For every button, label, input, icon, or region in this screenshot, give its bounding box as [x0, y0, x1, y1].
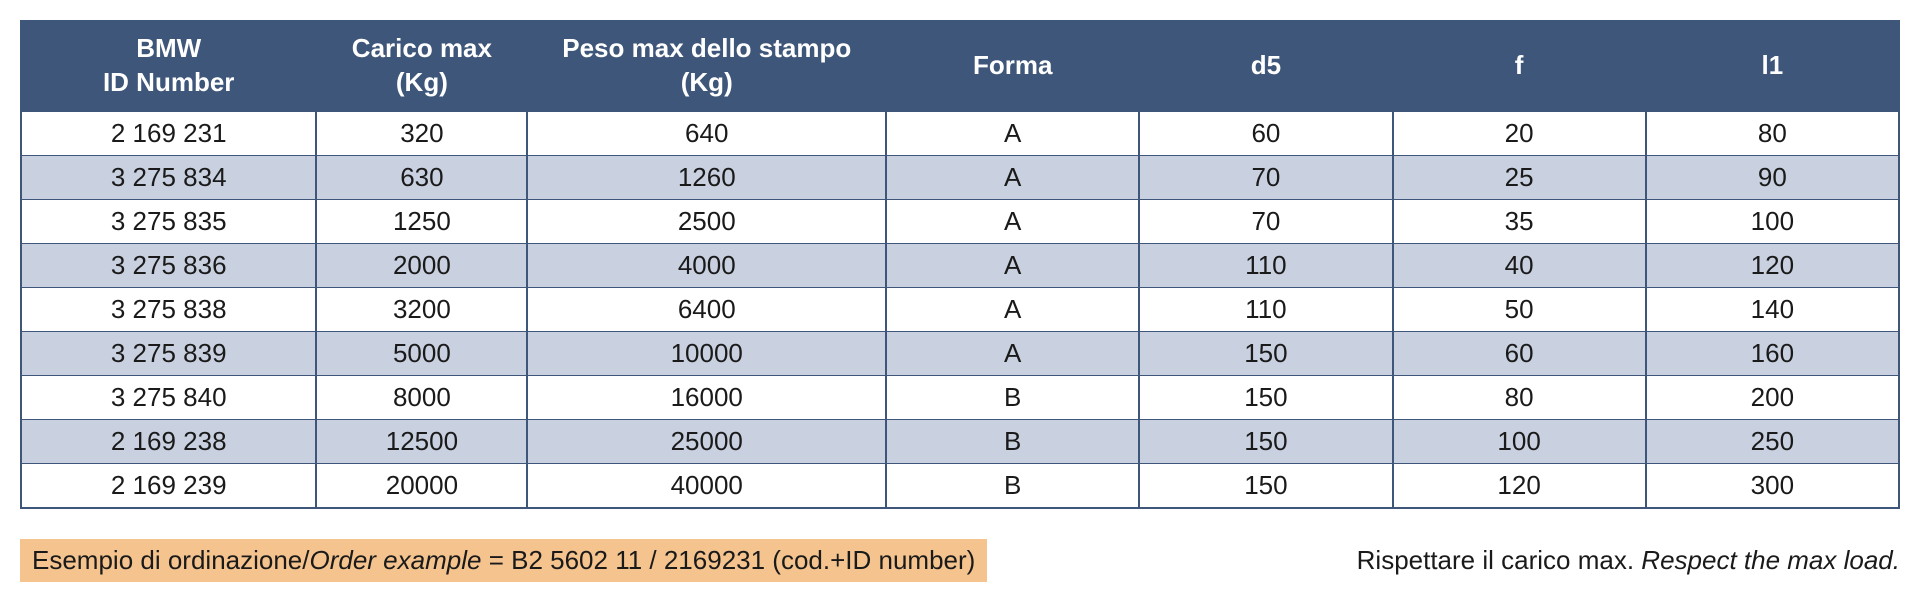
table-cell: 120 — [1646, 243, 1899, 287]
table-cell: 25 — [1393, 155, 1646, 199]
respect-italic: Respect the max load. — [1641, 545, 1900, 575]
table-cell: A — [886, 287, 1139, 331]
table-cell: 300 — [1646, 463, 1899, 508]
table-cell: A — [886, 199, 1139, 243]
table-cell: 2500 — [527, 199, 886, 243]
respect-load-note: Rispettare il carico max. Respect the ma… — [1357, 545, 1900, 576]
table-cell: 4000 — [527, 243, 886, 287]
table-cell: 3 275 840 — [21, 375, 316, 419]
table-cell: 80 — [1393, 375, 1646, 419]
table-cell: 640 — [527, 111, 886, 156]
table-cell: 12500 — [316, 419, 527, 463]
table-cell: 3 275 836 — [21, 243, 316, 287]
table-cell: 50 — [1393, 287, 1646, 331]
table-cell: 3 275 835 — [21, 199, 316, 243]
table-header: BMWID NumberCarico max(Kg)Peso max dello… — [21, 21, 1899, 111]
table-cell: 100 — [1646, 199, 1899, 243]
column-header-3: Forma — [886, 21, 1139, 111]
column-header-0: BMWID Number — [21, 21, 316, 111]
spec-table-container: BMWID NumberCarico max(Kg)Peso max dello… — [20, 20, 1900, 509]
table-cell: 150 — [1139, 419, 1392, 463]
table-cell: 8000 — [316, 375, 527, 419]
table-cell: 150 — [1139, 463, 1392, 508]
table-cell: 40000 — [527, 463, 886, 508]
table-cell: 1260 — [527, 155, 886, 199]
table-cell: 160 — [1646, 331, 1899, 375]
table-cell: 1250 — [316, 199, 527, 243]
table-row: 2 169 2381250025000B150100250 — [21, 419, 1899, 463]
table-row: 3 275 8346301260A702590 — [21, 155, 1899, 199]
table-body: 2 169 231320640A6020803 275 8346301260A7… — [21, 111, 1899, 508]
table-cell: 70 — [1139, 199, 1392, 243]
table-cell: A — [886, 243, 1139, 287]
table-cell: 200 — [1646, 375, 1899, 419]
table-cell: 2 169 239 — [21, 463, 316, 508]
column-header-5: f — [1393, 21, 1646, 111]
table-cell: 120 — [1393, 463, 1646, 508]
table-row: 3 275 83620004000A11040120 — [21, 243, 1899, 287]
table-cell: B — [886, 463, 1139, 508]
respect-prefix: Rispettare il carico max. — [1357, 545, 1642, 575]
table-cell: A — [886, 111, 1139, 156]
table-cell: 2 169 231 — [21, 111, 316, 156]
column-header-2: Peso max dello stampo(Kg) — [527, 21, 886, 111]
table-cell: 110 — [1139, 243, 1392, 287]
table-cell: 3200 — [316, 287, 527, 331]
table-cell: 6400 — [527, 287, 886, 331]
table-cell: 5000 — [316, 331, 527, 375]
table-cell: 20 — [1393, 111, 1646, 156]
table-row: 3 275 83512502500A7035100 — [21, 199, 1899, 243]
table-row: 3 275 839500010000A15060160 — [21, 331, 1899, 375]
table-cell: 3 275 839 — [21, 331, 316, 375]
table-cell: 320 — [316, 111, 527, 156]
table-cell: B — [886, 419, 1139, 463]
table-cell: 3 275 838 — [21, 287, 316, 331]
table-cell: 60 — [1139, 111, 1392, 156]
table-row: 2 169 231320640A602080 — [21, 111, 1899, 156]
order-example-italic: Order example — [310, 545, 482, 575]
order-example-prefix: Esempio di ordinazione/ — [32, 545, 310, 575]
spec-table: BMWID NumberCarico max(Kg)Peso max dello… — [20, 20, 1900, 509]
table-row: 2 169 2392000040000B150120300 — [21, 463, 1899, 508]
order-example: Esempio di ordinazione/Order example = B… — [20, 539, 987, 582]
table-cell: 3 275 834 — [21, 155, 316, 199]
table-cell: 250 — [1646, 419, 1899, 463]
table-cell: 25000 — [527, 419, 886, 463]
table-cell: A — [886, 155, 1139, 199]
table-row: 3 275 840800016000B15080200 — [21, 375, 1899, 419]
column-header-1: Carico max(Kg) — [316, 21, 527, 111]
table-cell: 630 — [316, 155, 527, 199]
footer-row: Esempio di ordinazione/Order example = B… — [20, 539, 1900, 582]
table-cell: 20000 — [316, 463, 527, 508]
table-cell: 80 — [1646, 111, 1899, 156]
table-cell: 90 — [1646, 155, 1899, 199]
table-cell: 150 — [1139, 375, 1392, 419]
order-example-suffix: = B2 5602 11 / 2169231 (cod.+ID number) — [481, 545, 975, 575]
table-cell: 2 169 238 — [21, 419, 316, 463]
table-cell: 70 — [1139, 155, 1392, 199]
table-cell: 40 — [1393, 243, 1646, 287]
table-cell: 35 — [1393, 199, 1646, 243]
table-cell: 100 — [1393, 419, 1646, 463]
table-cell: 16000 — [527, 375, 886, 419]
table-cell: 60 — [1393, 331, 1646, 375]
table-cell: 2000 — [316, 243, 527, 287]
column-header-6: l1 — [1646, 21, 1899, 111]
table-cell: 150 — [1139, 331, 1392, 375]
table-cell: 10000 — [527, 331, 886, 375]
table-cell: 110 — [1139, 287, 1392, 331]
table-cell: 140 — [1646, 287, 1899, 331]
column-header-4: d5 — [1139, 21, 1392, 111]
table-row: 3 275 83832006400A11050140 — [21, 287, 1899, 331]
table-cell: B — [886, 375, 1139, 419]
table-cell: A — [886, 331, 1139, 375]
